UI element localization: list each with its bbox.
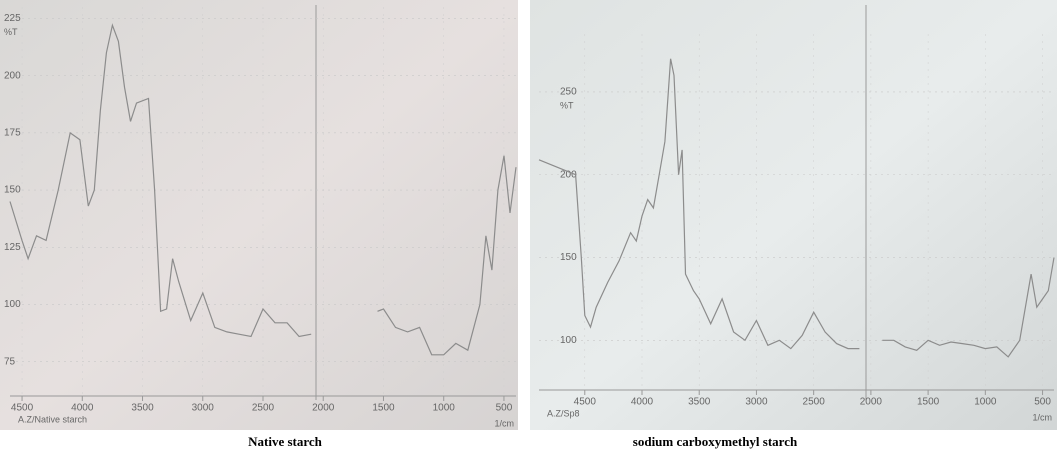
x-tick-label: 4500 xyxy=(11,403,34,414)
spectrum-line xyxy=(538,58,1055,358)
y-tick-label: 100 xyxy=(4,299,21,310)
x-tick-label: 1000 xyxy=(433,403,456,414)
photo-panel xyxy=(530,0,1057,430)
x-tick-label: 2500 xyxy=(252,403,275,414)
y-axis-label: %T xyxy=(560,100,574,110)
photo-panel xyxy=(0,0,518,430)
sample-label: A.Z/Sp8 xyxy=(547,408,580,418)
x-tick-label: 3000 xyxy=(192,403,215,414)
y-tick-label: 125 xyxy=(4,242,21,253)
y-tick-label: 250 xyxy=(560,87,577,98)
x-tick-label: 1000 xyxy=(974,397,997,408)
x-tick-label: 2500 xyxy=(803,397,826,408)
x-axis-label: 1/cm xyxy=(1032,412,1052,422)
x-tick-label: 4500 xyxy=(574,397,597,408)
x-tick-label: 3500 xyxy=(688,397,711,408)
x-tick-label: 500 xyxy=(1034,397,1051,408)
sample-label: A.Z/Native starch xyxy=(18,414,87,424)
y-tick-label: 100 xyxy=(560,335,577,346)
x-tick-label: 4000 xyxy=(71,403,94,414)
y-tick-label: 175 xyxy=(4,127,21,138)
y-axis-label: %T xyxy=(4,27,18,37)
x-tick-label: 4000 xyxy=(631,397,654,408)
x-tick-label: 1500 xyxy=(917,397,940,408)
x-tick-label: 2000 xyxy=(860,397,883,408)
y-tick-label: 150 xyxy=(4,185,21,196)
y-tick-label: 150 xyxy=(560,252,577,263)
y-tick-label: 75 xyxy=(4,356,16,367)
y-tick-label: 225 xyxy=(4,13,21,24)
x-tick-label: 2000 xyxy=(312,403,335,414)
spectrum-line xyxy=(9,23,517,356)
caption: sodium carboxymethyl starch xyxy=(633,434,798,449)
caption: Native starch xyxy=(248,434,323,449)
x-tick-label: 500 xyxy=(496,403,513,414)
x-axis-label: 1/cm xyxy=(494,418,514,428)
x-tick-label: 1500 xyxy=(372,403,395,414)
y-tick-label: 200 xyxy=(4,70,21,81)
x-tick-label: 3500 xyxy=(131,403,154,414)
x-tick-label: 3000 xyxy=(745,397,768,408)
y-tick-label: 200 xyxy=(560,169,577,180)
